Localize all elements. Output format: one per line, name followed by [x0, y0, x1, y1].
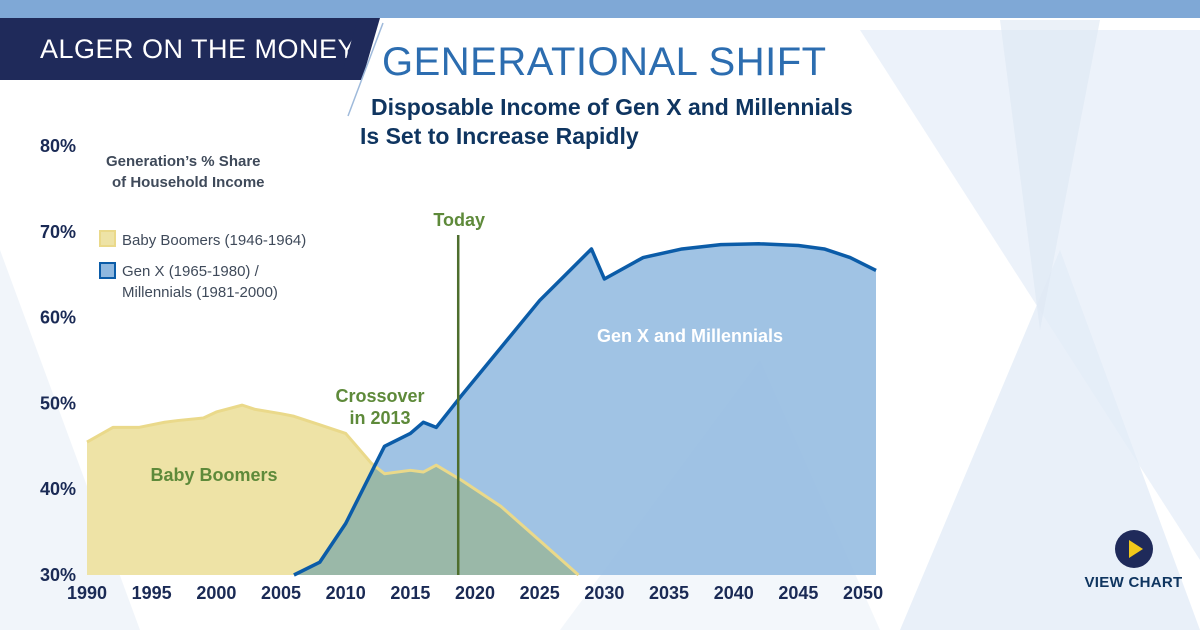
x-tick-label: 2045 — [778, 583, 818, 603]
chart-lines — [86, 242, 877, 577]
legend-title-line-2: of Household Income — [112, 174, 265, 191]
view-chart-button[interactable]: VIEW CHART — [1076, 530, 1191, 600]
y-tick-label: 80% — [40, 136, 76, 156]
x-axis-ticks: 1990 1995 2000 2005 2010 2015 2020 2025 2030 2035… — [67, 583, 883, 603]
legend-label-baby-boomers: Baby Boomers (1946-1964) — [122, 232, 306, 249]
brand-tag: ALGER ON THE MONEY — [0, 18, 358, 80]
crossover-label-line-1: Crossover — [335, 386, 424, 406]
x-tick-label: 1990 — [67, 583, 107, 603]
crossover-label-line-2: in 2013 — [349, 408, 410, 428]
x-tick-label: 2020 — [455, 583, 495, 603]
overlap-area — [293, 405, 579, 575]
y-tick-label: 60% — [40, 308, 76, 328]
view-chart-label: VIEW CHART — [1084, 574, 1183, 591]
genx-millennials-line — [293, 242, 877, 577]
baby-boomers-line — [86, 403, 580, 577]
x-tick-label: 2015 — [390, 583, 430, 603]
today-label: Today — [433, 210, 485, 230]
today-marker: Today — [433, 210, 485, 575]
area-label-genx-millennials: Gen X and Millennials — [597, 326, 783, 346]
chart-areas — [87, 243, 876, 575]
x-tick-label: 2040 — [714, 583, 754, 603]
subtitle-line-1: Disposable Income of Gen X and Millennia… — [371, 94, 853, 120]
x-tick-label: 2035 — [649, 583, 689, 603]
x-tick-label: 1995 — [132, 583, 172, 603]
x-tick-label: 2025 — [520, 583, 560, 603]
headline: GENERATIONAL SHIFT — [382, 40, 827, 84]
legend-label-genx-line-2: Millennials (1981-2000) — [122, 284, 278, 301]
top-stripe — [0, 0, 1200, 18]
play-icon[interactable] — [1114, 530, 1153, 568]
legend-swatch-baby-boomers — [99, 230, 116, 247]
y-tick-label: 30% — [40, 565, 76, 585]
x-tick-label: 2050 — [843, 583, 883, 603]
x-tick-label: 2000 — [196, 583, 236, 603]
x-tick-label: 2005 — [261, 583, 301, 603]
x-tick-label: 2030 — [584, 583, 624, 603]
brand-slash — [340, 18, 384, 117]
subtitle-line-2: Is Set to Increase Rapidly — [360, 123, 639, 149]
legend-label-genx-line-1: Gen X (1965-1980) / — [122, 263, 260, 280]
y-axis-ticks: 30% 40% 50% 60% 70% 80% — [40, 136, 76, 585]
subtitle: Disposable Income of Gen X and Millennia… — [360, 93, 960, 151]
legend-title-line-1: Generation’s % Share — [106, 153, 261, 170]
legend-swatch-genx-millennials — [99, 262, 116, 279]
area-label-baby-boomers: Baby Boomers — [150, 465, 277, 485]
y-tick-label: 70% — [40, 222, 76, 242]
x-tick-label: 2010 — [326, 583, 366, 603]
y-tick-label: 40% — [40, 479, 76, 499]
y-tick-label: 50% — [40, 393, 76, 413]
